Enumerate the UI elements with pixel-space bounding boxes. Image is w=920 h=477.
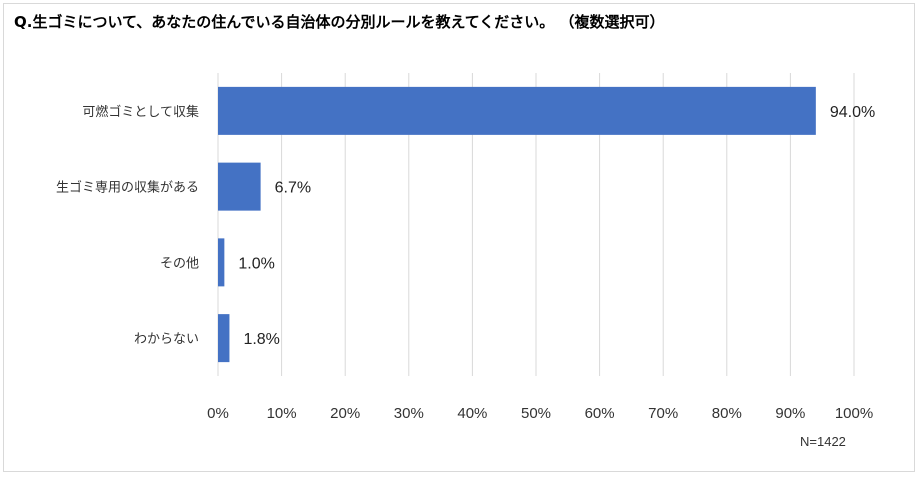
category-label: 生ゴミ専用の収集がある bbox=[56, 180, 199, 196]
bar bbox=[218, 86, 816, 135]
x-tick-label: 80% bbox=[712, 405, 742, 422]
category-label: わからない bbox=[134, 332, 199, 347]
x-tick-label: 90% bbox=[775, 405, 805, 422]
data-label: 1.8% bbox=[243, 331, 279, 348]
x-tick-labels: 0% 10% 20% 30% 40% 50% 60% 70% 80% 90% 100% bbox=[207, 405, 873, 422]
bar bbox=[218, 162, 261, 211]
data-labels: 94.0% 6.7% 1.0% 1.8% bbox=[238, 104, 875, 348]
chart-frame bbox=[3, 3, 915, 472]
data-label: 1.0% bbox=[238, 255, 274, 272]
bar bbox=[218, 314, 230, 363]
data-label: 6.7% bbox=[275, 180, 311, 197]
sample-size-note: N=1422 bbox=[800, 434, 846, 449]
category-label: 可燃ゴミとして収集 bbox=[82, 104, 199, 120]
x-tick-label: 70% bbox=[648, 405, 678, 422]
x-tick-label: 20% bbox=[330, 405, 360, 422]
x-tick-label: 40% bbox=[457, 405, 487, 422]
chart-title: Q.生ゴミについて、あなたの住んでいる自治体の分別ルールを教えてください。 （複… bbox=[14, 13, 665, 31]
x-tick-label: 50% bbox=[521, 405, 551, 422]
bar bbox=[218, 238, 225, 287]
x-tick-label: 60% bbox=[585, 405, 615, 422]
x-tick-label: 100% bbox=[835, 405, 873, 422]
category-label: その他 bbox=[160, 256, 199, 271]
bars bbox=[218, 86, 816, 363]
x-tick-label: 30% bbox=[394, 405, 424, 422]
data-label: 94.0% bbox=[830, 104, 875, 121]
x-tick-label: 10% bbox=[267, 405, 297, 422]
x-tick-label: 0% bbox=[207, 405, 229, 422]
